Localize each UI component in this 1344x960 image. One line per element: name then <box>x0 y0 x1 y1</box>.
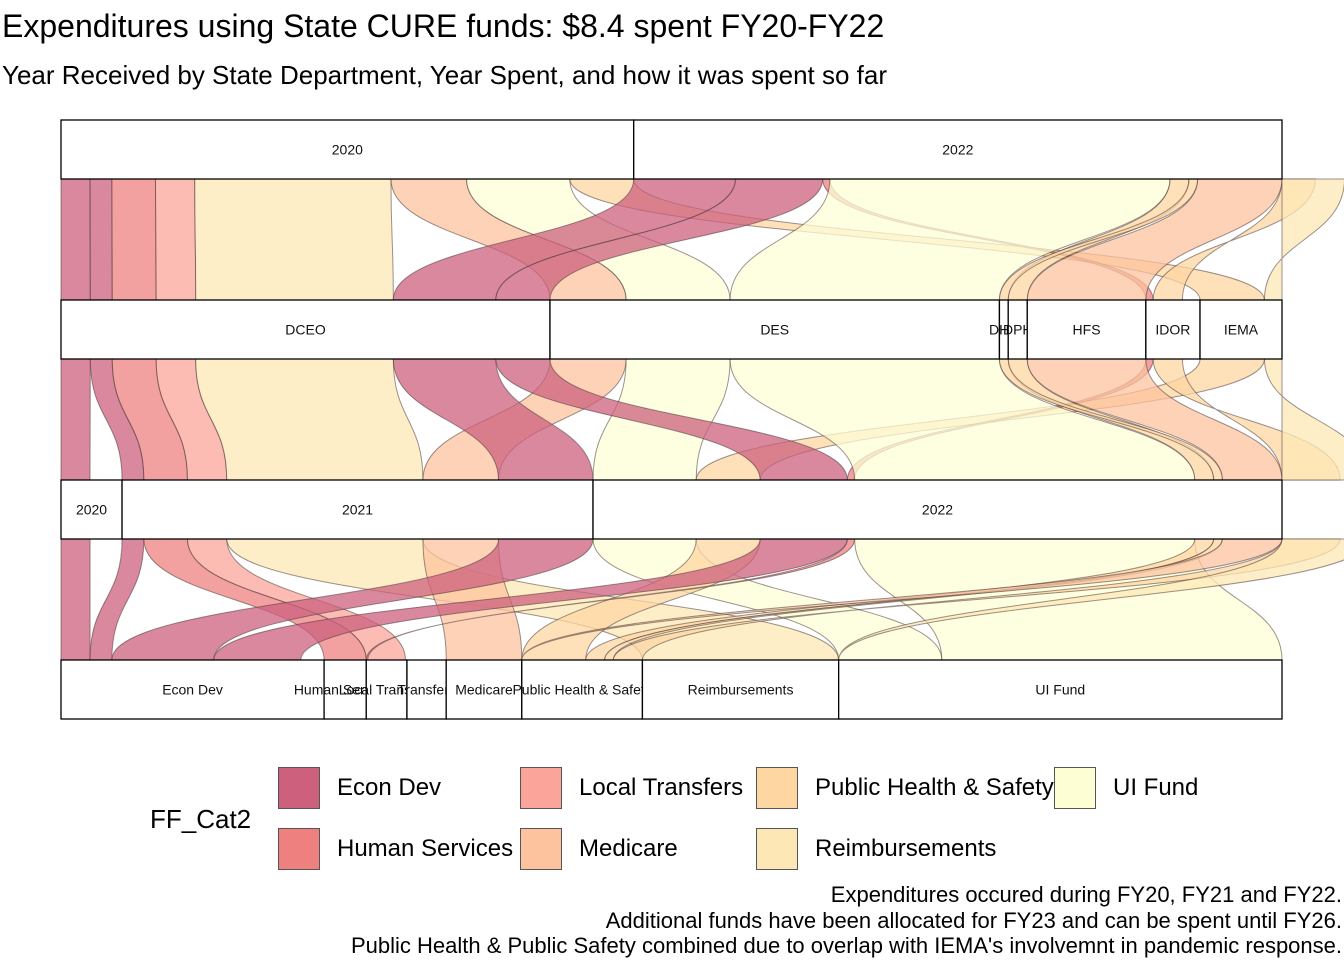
legend-label: Econ Dev <box>337 774 442 801</box>
stratum-box <box>60 479 123 540</box>
stratum-label: 2022 <box>942 142 973 158</box>
flow-ribbon <box>89 178 113 301</box>
legend-item: Local Transfers <box>520 766 743 810</box>
flow-ribbon <box>60 538 91 661</box>
stratum-label: Transfers <box>397 682 456 698</box>
legend-item: Medicare <box>520 827 678 871</box>
legend-item: Public Health & Safety <box>756 766 1054 810</box>
stratum-box <box>1145 299 1201 360</box>
flow-ribbon <box>60 178 91 301</box>
stratum-label: UI Fund <box>1035 682 1085 698</box>
chart-subtitle: Year Received by State Department, Year … <box>2 60 888 90</box>
legend-label: Human Services <box>337 835 514 862</box>
chart-title: Expenditures using State CURE funds: $8.… <box>2 8 885 44</box>
stratum-label: IDOR <box>1155 322 1190 338</box>
stratum-box <box>592 479 1283 540</box>
legend-swatch <box>520 767 562 809</box>
stratum-label: 2020 <box>76 502 107 518</box>
legend-label: Reimbursements <box>815 835 997 862</box>
legend-swatch <box>278 828 320 870</box>
stratum-box <box>121 479 594 540</box>
stratum-box <box>549 299 1001 360</box>
stratum-box <box>60 119 635 180</box>
legend-label: Medicare <box>579 835 678 862</box>
axis-strata: 2020 2022 <box>60 119 1283 180</box>
stratum-label: Econ Dev <box>162 682 223 698</box>
legend-swatch <box>520 828 562 870</box>
stratum-box <box>633 119 1283 180</box>
axis-strata: 2020 2021 2022 <box>60 479 1283 540</box>
flows <box>60 178 1344 661</box>
stratum-box <box>1026 299 1147 360</box>
flow-ribbon <box>1263 358 1344 481</box>
caption-line: Public Health & Public Safety combined d… <box>350 933 1342 958</box>
flow-ribbon <box>195 358 424 481</box>
stratum-box <box>60 659 325 720</box>
legend-item: UI Fund <box>1054 766 1198 810</box>
legend-label: Local Transfers <box>579 774 744 801</box>
legend-title: FF_Cat2 <box>150 804 252 834</box>
flow-ribbon <box>111 178 157 301</box>
legend-swatch <box>278 767 320 809</box>
stratum-label: Public Health & Safety <box>512 682 651 698</box>
legend-swatch <box>1054 767 1096 809</box>
stratum-label: 2022 <box>922 502 953 518</box>
stratum-box <box>521 659 644 720</box>
stratum-box <box>406 659 447 720</box>
stratum-box <box>1199 299 1283 360</box>
stratum-label: DPH <box>1003 322 1033 338</box>
stratum-box <box>641 659 840 720</box>
legend-swatch <box>756 767 798 809</box>
stratum-label: Reimbursements <box>688 682 794 698</box>
legend-swatch <box>756 828 798 870</box>
flow-ribbon <box>154 178 197 301</box>
caption-line: Expenditures occured during FY20, FY21 a… <box>830 882 1342 907</box>
legend-item: Econ Dev <box>278 766 441 810</box>
stratum-box <box>838 659 1283 720</box>
stratum-label: DES <box>760 322 789 338</box>
legend-item: Reimbursements <box>756 827 996 871</box>
stratum-label: HFS <box>1073 322 1101 338</box>
flow-ribbon <box>194 178 394 301</box>
stratum-label: DCEO <box>285 322 326 338</box>
legend-label: Public Health & Safety <box>815 774 1054 801</box>
caption-line: Additional funds have been allocated for… <box>605 907 1342 933</box>
flow-ribbon <box>60 358 91 481</box>
stratum-label: 2021 <box>342 502 373 518</box>
stratum-label: 2020 <box>332 142 363 158</box>
stratum-label: Medicare <box>455 682 513 698</box>
legend-item: Human Services <box>278 827 513 871</box>
legend-label: UI Fund <box>1113 774 1199 801</box>
caption-block: Expenditures occured during FY20, FY21 a… <box>351 882 1342 959</box>
stratum-label: IEMA <box>1224 322 1259 338</box>
